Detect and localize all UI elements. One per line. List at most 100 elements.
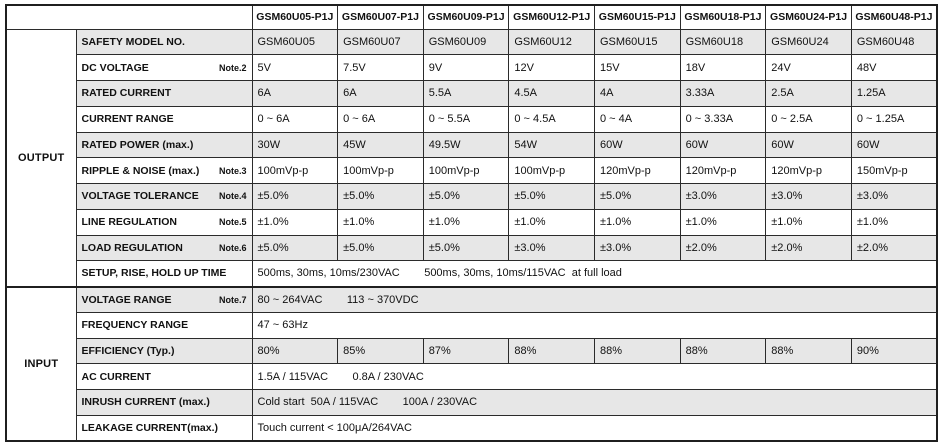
note-label: Note.3 xyxy=(218,165,247,176)
spec-value: 7.5V xyxy=(337,54,424,81)
spec-table: GSM60U05-P1J GSM60U07-P1J GSM60U09-P1J GSM6… xyxy=(5,4,938,442)
row-label-cell: INRUSH CURRENT (max.) xyxy=(75,389,253,416)
row-label-cell: LINE REGULATION Note.5 xyxy=(75,208,253,236)
spec-value: GSM60U18 xyxy=(679,28,767,56)
spec-value: 100mVp-p xyxy=(508,157,595,184)
spec-value: 88% xyxy=(679,337,767,365)
table-row: OUTPUT SAFETY MODEL NO. GSM60U05 GSM60U07 GS… xyxy=(5,28,938,287)
spec-value: GSM60U12 xyxy=(508,28,595,56)
spec-value: 0 ~ 1.25A xyxy=(850,105,938,133)
row-label: LOAD REGULATION xyxy=(81,241,183,254)
row-label-cell: AC CURRENT xyxy=(75,363,253,390)
table-row: EFFICIENCY (Typ.) 80% 85% 87% 88% 88% 88% 88% 90… xyxy=(6,337,938,365)
spec-value: 4A xyxy=(594,80,681,107)
row-label-cell: VOLTAGE TOLERANCE Note.4 xyxy=(75,183,253,210)
spec-value: 120mVp-p xyxy=(594,157,681,184)
row-label-cell: LOAD REGULATION Note.6 xyxy=(75,234,253,262)
spec-value: 6A xyxy=(251,80,339,107)
spec-value: ±3.0% xyxy=(508,234,595,262)
table-row: LEAKAGE CURRENT(max.) Touch current < 100… xyxy=(6,414,938,442)
spec-value: 30W xyxy=(251,131,339,159)
spec-value: 500ms, 30ms, 10ms/230VAC 500ms, 30ms, 10… xyxy=(251,260,938,287)
model-header-cell: GSM60U05-P1J xyxy=(251,4,339,30)
spec-value: 0 ~ 4.5A xyxy=(508,105,595,133)
model-header-cell: GSM60U12-P1J xyxy=(508,4,595,30)
row-label: VOLTAGE TOLERANCE xyxy=(81,190,199,203)
spec-value: ±1.0% xyxy=(679,208,767,236)
spec-value: ±5.0% xyxy=(337,234,424,262)
row-label-cell: RATED CURRENT xyxy=(75,80,253,107)
spec-value: 87% xyxy=(422,337,510,365)
spec-value: 120mVp-p xyxy=(679,157,767,184)
spec-value: GSM60U15 xyxy=(594,28,681,56)
spec-value: 1.25A xyxy=(850,80,938,107)
spec-value: 100mVp-p xyxy=(251,157,339,184)
row-label-cell: RATED POWER (max.) xyxy=(75,131,253,159)
spec-value: ±2.0% xyxy=(679,234,767,262)
spec-value: ±3.0% xyxy=(594,234,681,262)
model-header-row: GSM60U05-P1J GSM60U07-P1J GSM60U09-P1J GSM6… xyxy=(5,4,938,30)
spec-value: ±5.0% xyxy=(337,183,424,210)
spec-value: ±1.0% xyxy=(422,208,510,236)
row-label: AC CURRENT xyxy=(81,370,151,383)
spec-value: ±3.0% xyxy=(850,183,938,210)
table-row: FREQUENCY RANGE 47 ~ 63Hz xyxy=(6,311,938,339)
spec-value: 0 ~ 4A xyxy=(594,105,681,133)
row-label: RIPPLE & NOISE (max.) xyxy=(81,164,200,177)
note-label: Note.7 xyxy=(218,294,247,305)
spec-value: ±1.0% xyxy=(251,208,339,236)
spec-value: 150mVp-p xyxy=(850,157,938,184)
row-label: LEAKAGE CURRENT(max.) xyxy=(81,421,219,434)
spec-value: 24V xyxy=(765,54,852,81)
spec-value: ±3.0% xyxy=(765,183,852,210)
table-row: INRUSH CURRENT (max.) Cold start 50A / 11… xyxy=(6,389,938,416)
table-row: DC VOLTAGE Note.2 5V 7.5V 9V 12V 15V 18V 24V 48V xyxy=(6,54,938,81)
row-label-cell: CURRENT RANGE xyxy=(75,105,253,133)
spec-value: GSM60U09 xyxy=(422,28,510,56)
table-row: CURRENT RANGE 0 ~ 6A 0 ~ 6A 0 ~ 5.5A 0 ~ 4.5… xyxy=(6,105,938,133)
spec-value: 1.5A / 115VAC 0.8A / 230VAC xyxy=(251,363,938,390)
spec-value: 120mVp-p xyxy=(765,157,852,184)
row-label-cell: SETUP, RISE, HOLD UP TIME xyxy=(75,260,253,287)
row-label: LINE REGULATION xyxy=(81,216,177,229)
table-row: LOAD REGULATION Note.6 ±5.0% ±5.0% ±5.0% ±3.0… xyxy=(6,234,938,262)
spec-value: 4.5A xyxy=(508,80,595,107)
row-label: EFFICIENCY (Typ.) xyxy=(81,344,175,357)
section-label: INPUT xyxy=(5,285,77,442)
row-label-cell: SAFETY MODEL NO. xyxy=(75,28,253,56)
spec-value: 0 ~ 6A xyxy=(251,105,339,133)
spec-value: 60W xyxy=(765,131,852,159)
row-label: INRUSH CURRENT (max.) xyxy=(81,396,210,409)
table-row: INPUT VOLTAGE RANGE Note.7 80 ~ 264VAC 113 … xyxy=(5,285,938,442)
section-label: OUTPUT xyxy=(5,28,77,287)
spec-value: ±1.0% xyxy=(850,208,938,236)
note-label: Note.2 xyxy=(218,62,247,73)
row-label-cell: FREQUENCY RANGE xyxy=(75,311,253,339)
spec-value: Touch current < 100μA/264VAC xyxy=(251,414,938,442)
row-label: SETUP, RISE, HOLD UP TIME xyxy=(81,267,227,280)
spec-value: ±5.0% xyxy=(594,183,681,210)
table-row: VOLTAGE TOLERANCE Note.4 ±5.0% ±5.0% ±5.0% ±5… xyxy=(6,183,938,210)
spec-value: GSM60U05 xyxy=(251,28,339,56)
table-row: AC CURRENT 1.5A / 115VAC 0.8A / 230VAC xyxy=(6,363,938,390)
spec-value: 5V xyxy=(251,54,339,81)
spec-value: 80 ~ 264VAC 113 ~ 370VDC xyxy=(251,285,938,313)
spec-value: ±2.0% xyxy=(850,234,938,262)
spec-value: 85% xyxy=(337,337,424,365)
spec-value: 80% xyxy=(251,337,339,365)
spec-value: 0 ~ 2.5A xyxy=(765,105,852,133)
row-label: CURRENT RANGE xyxy=(81,113,174,126)
spec-value: ±5.0% xyxy=(251,183,339,210)
row-label: FREQUENCY RANGE xyxy=(81,319,189,332)
spec-value: 48V xyxy=(850,54,938,81)
table-row: RIPPLE & NOISE (max.) Note.3 100mVp-p 100mV… xyxy=(6,157,938,184)
row-label-cell: LEAKAGE CURRENT(max.) xyxy=(75,414,253,442)
row-label: RATED POWER (max.) xyxy=(81,138,194,151)
spec-value: 100mVp-p xyxy=(422,157,510,184)
table-row: RATED CURRENT 6A 6A 5.5A 4.5A 4A 3.33A 2.5A 1.25… xyxy=(6,80,938,107)
spec-value: 88% xyxy=(765,337,852,365)
spec-value: Cold start 50A / 115VAC 100A / 230VAC xyxy=(251,389,938,416)
row-label-cell: RIPPLE & NOISE (max.) Note.3 xyxy=(75,157,253,184)
spec-value: 18V xyxy=(679,54,767,81)
spec-value: 0 ~ 6A xyxy=(337,105,424,133)
